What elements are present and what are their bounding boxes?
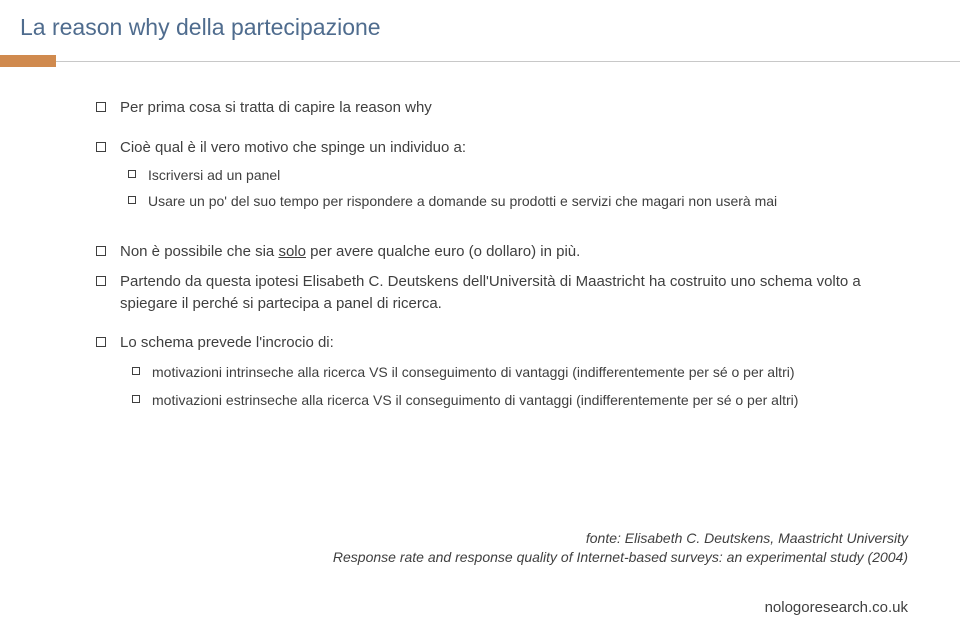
bullet-text: Iscriversi ad un panel [148, 165, 880, 185]
bullet-marker-icon [96, 276, 106, 286]
bullet-marker-icon [96, 246, 106, 256]
bullet-marker-icon [132, 367, 140, 375]
citation-line-1: fonte: Elisabeth C. Deutskens, Maastrich… [333, 529, 908, 549]
bullet-item: Per prima cosa si tratta di capire la re… [96, 97, 880, 119]
bullet-text: Usare un po' del suo tempo per risponder… [148, 191, 880, 211]
sub-bullet-item: Iscriversi ad un panel [128, 165, 880, 185]
underlined-text: solo [278, 243, 306, 260]
bullet-text: Partendo da questa ipotesi Elisabeth C. … [120, 271, 880, 315]
divider-line [56, 61, 960, 63]
text-fragment: Non è possibile che sia [120, 243, 278, 260]
bullet-item: Cioè qual è il vero motivo che spinge un… [96, 137, 880, 159]
bullet-item: Lo schema prevede l'incrocio di: [96, 332, 880, 354]
bullet-text: Non è possibile che sia solo per avere q… [120, 241, 880, 263]
accent-bar [0, 55, 56, 67]
bullet-item: Partendo da questa ipotesi Elisabeth C. … [96, 271, 880, 315]
bullet-marker-icon [96, 337, 106, 347]
bullet-marker-icon [128, 170, 136, 178]
title-divider [0, 55, 960, 67]
bullet-text: motivazioni estrinseche alla ricerca VS … [152, 390, 880, 410]
bullet-text: motivazioni intrinseche alla ricerca VS … [152, 362, 880, 382]
slide-body: Per prima cosa si tratta di capire la re… [24, 97, 910, 411]
sub-bullet-item: motivazioni intrinseche alla ricerca VS … [132, 362, 880, 382]
bullet-marker-icon [96, 142, 106, 152]
bullet-marker-icon [128, 196, 136, 204]
bullet-text: Cioè qual è il vero motivo che spinge un… [120, 137, 880, 159]
bullet-marker-icon [132, 395, 140, 403]
bullet-text: Lo schema prevede l'incrocio di: [120, 332, 880, 354]
sub-bullet-item: motivazioni estrinseche alla ricerca VS … [132, 390, 880, 410]
bullet-text: Per prima cosa si tratta di capire la re… [120, 97, 880, 119]
bullet-marker-icon [96, 102, 106, 112]
bullet-item: Non è possibile che sia solo per avere q… [96, 241, 880, 263]
text-fragment: per avere qualche euro (o dollaro) in pi… [306, 243, 580, 260]
brand-url: nologoresearch.co.uk [765, 599, 908, 616]
citation-line-2: Response rate and response quality of In… [333, 548, 908, 568]
sub-bullet-item: Usare un po' del suo tempo per risponder… [128, 191, 880, 211]
slide-title: La reason why della partecipazione [20, 14, 910, 41]
citation-footer: fonte: Elisabeth C. Deutskens, Maastrich… [333, 529, 908, 568]
